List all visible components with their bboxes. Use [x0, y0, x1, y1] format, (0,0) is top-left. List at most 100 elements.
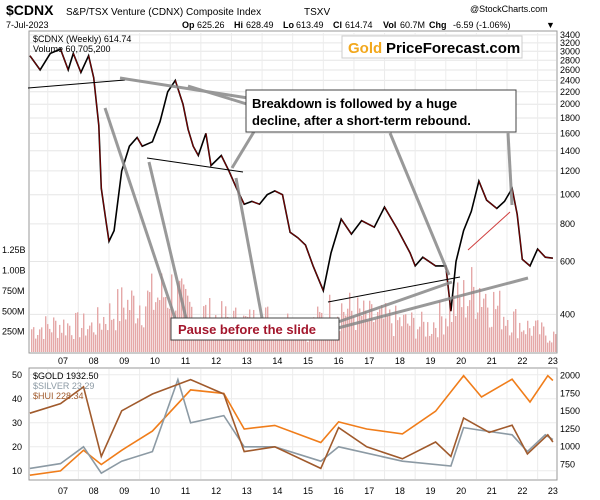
bottom-x-tick-label: 09	[119, 486, 129, 496]
bottom-x-tick-label: 11	[181, 486, 190, 496]
top-x-tick-label: 19	[425, 356, 435, 366]
volume-bar	[343, 311, 345, 352]
volume-bar	[33, 327, 35, 352]
cdnx-down-segment	[312, 265, 324, 291]
volume-bar	[425, 336, 427, 352]
metals-right-tick-label: 1500	[560, 406, 580, 416]
trendline-2012	[146, 157, 244, 173]
volume-bar	[505, 325, 507, 352]
volume-bar	[129, 310, 131, 352]
header-cl-label: Cl	[333, 20, 342, 30]
volume-bar	[431, 333, 433, 352]
volume-bar	[47, 324, 49, 352]
bottom-x-tick-label: 14	[272, 486, 282, 496]
volume-bar	[373, 322, 375, 352]
volume-bar	[153, 309, 155, 352]
legend-cdnx: $CDNX (Weekly) 614.74	[33, 34, 131, 44]
volume-bar	[71, 335, 73, 352]
main-y-tick-label: 600	[560, 256, 575, 266]
header-exchange: TSXV	[304, 7, 330, 18]
volume-bar	[339, 331, 341, 352]
volume-bar	[475, 318, 477, 352]
volume-bar	[359, 308, 361, 352]
volume-bar	[77, 312, 79, 352]
cdnx-down-segment	[511, 188, 518, 215]
volume-bar	[139, 305, 141, 352]
trendline-2008	[27, 79, 126, 89]
volume-bar	[399, 317, 401, 352]
volume-bar	[131, 290, 133, 352]
pointer-4	[388, 132, 451, 276]
top-x-tick-label: 21	[487, 356, 497, 366]
volume-bar	[513, 311, 515, 352]
volume-bar	[89, 325, 91, 352]
legend-silver: $SILVER 23.29	[33, 381, 94, 391]
cdnx-down-segment	[174, 80, 184, 105]
volume-bar	[241, 333, 243, 352]
volume-bar	[397, 320, 399, 352]
volume-bar	[441, 316, 443, 352]
header-symbol: $CDNX	[6, 2, 54, 18]
main-y-tick-label: 1000	[560, 190, 580, 200]
volume-bar	[537, 320, 539, 352]
volume-bar	[333, 329, 335, 352]
header-vol-label: Vol	[383, 20, 396, 30]
volume-bar	[125, 319, 127, 352]
volume-bar	[43, 338, 45, 352]
volume-bar	[181, 278, 183, 352]
metals-left-tick-label: 10	[12, 466, 22, 476]
volume-bar	[177, 282, 179, 352]
top-x-tick-label: 10	[150, 356, 160, 366]
cdnx-down-segment	[93, 77, 100, 126]
header-hi-value: 628.49	[246, 20, 274, 30]
bottom-x-tick-label: 12	[211, 486, 221, 496]
volume-bar	[381, 304, 383, 352]
cdnx-down-segment	[396, 228, 411, 254]
volume-bar	[491, 326, 493, 352]
volume-bar	[93, 332, 95, 352]
volume-bar	[85, 335, 87, 352]
cdnx-down-segment	[220, 155, 230, 172]
volume-bar	[219, 334, 221, 352]
cdnx-down-segment	[136, 137, 143, 147]
volume-bar	[481, 306, 483, 352]
cdnx-down-segment	[274, 190, 283, 196]
annotation-pointers	[103, 76, 529, 330]
metals-right-tick-label: 1000	[560, 442, 580, 452]
volume-bar	[411, 312, 413, 352]
volume-bar	[351, 310, 353, 352]
cdnx-down-segment	[422, 256, 436, 267]
main-y-tick-label: 3000	[560, 46, 580, 56]
metals-left-ticks: 10 20 30 40 50	[12, 370, 22, 476]
metals-right-ticks: 750 1000 1250 1500 1750 2000	[560, 371, 580, 470]
metals-right-tick-label: 1250	[560, 424, 580, 434]
volume-bar	[503, 316, 505, 352]
volume-bar	[409, 325, 411, 352]
top-x-tick-label: 16	[334, 356, 344, 366]
cdnx-down-segment	[384, 206, 398, 230]
bottom-x-tick-label: 20	[456, 486, 466, 496]
volume-bar	[365, 310, 367, 352]
main-y-tick-label: 3200	[560, 38, 580, 48]
volume-bar	[163, 297, 165, 352]
volume-bar	[269, 332, 271, 352]
cdnx-down-segment	[409, 252, 416, 267]
volume-bar	[283, 330, 285, 352]
bottom-x-tick-label: 13	[242, 486, 252, 496]
volume-bar	[471, 267, 473, 352]
cdnx-down-segment	[251, 201, 260, 205]
main-y-tick-label: 1800	[560, 113, 580, 123]
header-lo-label: Lo	[283, 20, 294, 30]
bottom-x-tick-label: 10	[150, 486, 160, 496]
volume-bar	[515, 309, 517, 352]
cdnx-down-segment	[445, 265, 452, 312]
cdnx-down-segment	[29, 55, 41, 71]
top-x-tick-label: 20	[456, 356, 466, 366]
volume-bar	[301, 338, 303, 352]
volume-bar	[169, 308, 171, 352]
volume-bar	[345, 315, 347, 352]
volume-bar	[103, 316, 105, 352]
volume-bar	[523, 330, 525, 352]
volume-bar	[371, 304, 373, 352]
metals-left-tick-label: 40	[12, 394, 22, 404]
